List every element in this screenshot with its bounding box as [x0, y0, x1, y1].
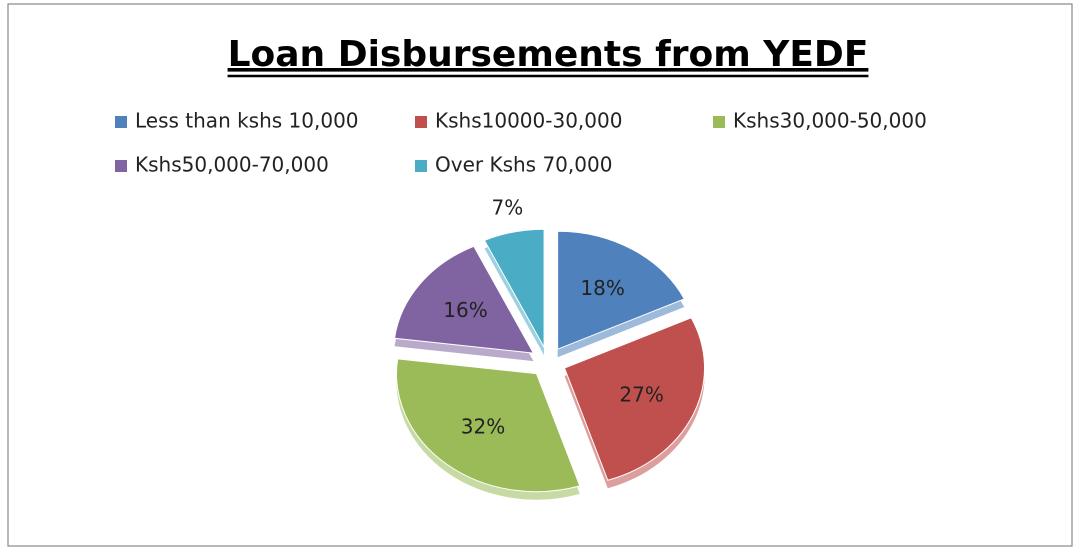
legend-label: Kshs10000-30,000	[435, 109, 622, 133]
data-label: 7%	[492, 196, 524, 220]
legend-swatch	[115, 160, 127, 172]
legend-label: Over Kshs 70,000	[435, 153, 612, 177]
legend-swatch	[415, 160, 427, 172]
chart-title: Loan Disbursements from YEDF	[228, 34, 869, 75]
legend-label: Less than kshs 10,000	[135, 109, 359, 133]
data-label: 32%	[461, 415, 505, 439]
legend-label: Kshs50,000-70,000	[135, 153, 329, 177]
legend-swatch	[115, 116, 127, 128]
legend-swatch	[415, 116, 427, 128]
data-label: 16%	[443, 298, 487, 322]
pie-slice	[483, 228, 545, 350]
pie-slice	[396, 358, 581, 493]
pie-slice	[557, 230, 686, 350]
pie-slice	[393, 245, 535, 354]
data-label: 27%	[619, 383, 663, 407]
pie-slice	[563, 317, 705, 481]
legend-swatch	[713, 116, 725, 128]
data-label: 18%	[580, 276, 624, 300]
legend-label: Kshs30,000-50,000	[733, 109, 927, 133]
